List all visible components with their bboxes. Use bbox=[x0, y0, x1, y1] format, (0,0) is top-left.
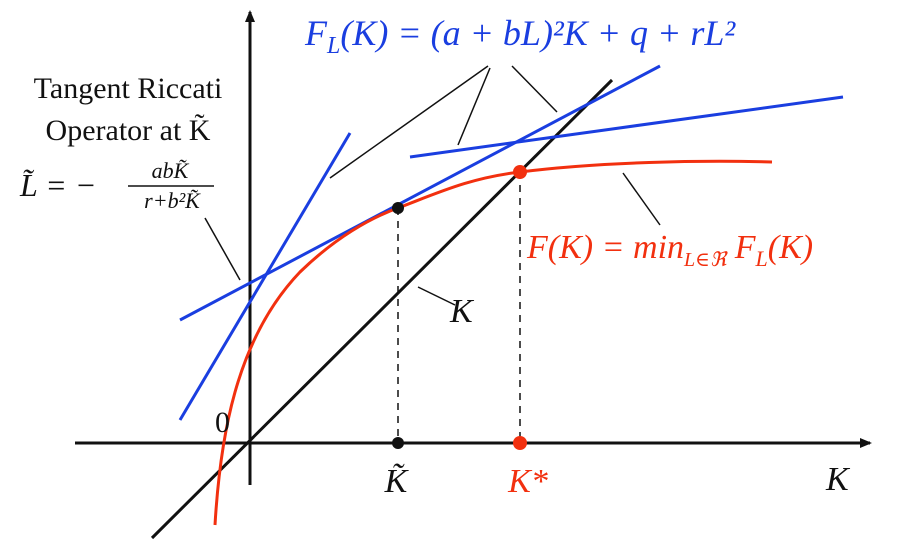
tangent-line2: Operator at K̃ bbox=[46, 114, 211, 147]
text: L∈ℜ bbox=[683, 249, 728, 271]
tangent-lhs: L̃ = − bbox=[19, 167, 96, 203]
riccati-curve bbox=[213, 159, 773, 526]
diagonal-label: K bbox=[449, 293, 475, 330]
tangent-point bbox=[392, 202, 404, 214]
tangent-line1: Tangent Riccati bbox=[34, 72, 223, 105]
text: F bbox=[726, 229, 757, 266]
text: F bbox=[304, 13, 328, 53]
x-axis-label: K bbox=[825, 461, 851, 498]
min-label: F(K) = minL∈ℜ FL(K) bbox=[526, 229, 813, 271]
text: F(K) = min bbox=[526, 229, 684, 266]
formula-top: FL(K) = (a + bL)²K + q + rL² bbox=[304, 13, 736, 59]
k-star-point bbox=[513, 436, 527, 450]
k-star-label: K* bbox=[507, 463, 548, 500]
fraction-numerator: abK̃ bbox=[152, 158, 190, 183]
k-tilde-label: K̃ bbox=[384, 463, 410, 500]
diagonal-line bbox=[150, 78, 614, 540]
leader-lines bbox=[204, 65, 661, 306]
tangent-line bbox=[179, 64, 661, 322]
riccati-line bbox=[409, 95, 844, 159]
text: L bbox=[755, 246, 768, 271]
fixed-point bbox=[513, 165, 527, 179]
origin-label: 0 bbox=[215, 406, 230, 439]
text: (K) bbox=[768, 229, 813, 266]
fraction-denominator: r+b²K̃ bbox=[144, 188, 201, 213]
text: (K) = (a + bL)²K + q + rL² bbox=[340, 13, 736, 53]
k-tilde-point bbox=[392, 437, 404, 449]
text: L bbox=[326, 33, 340, 59]
